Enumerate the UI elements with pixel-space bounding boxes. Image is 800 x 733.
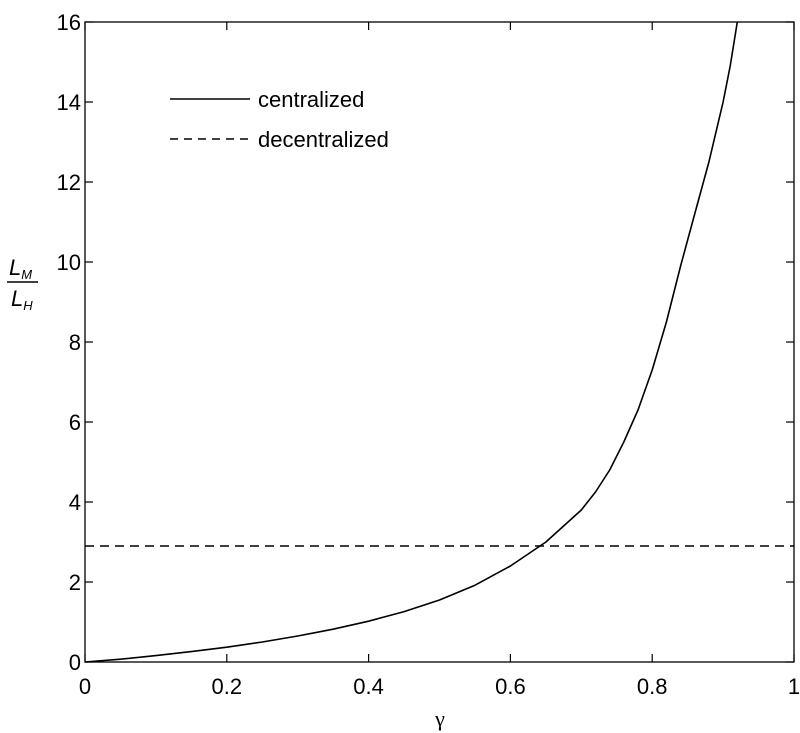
y-label-denominator-main: L — [11, 286, 23, 311]
plot-area — [84, 21, 795, 663]
legend-label-decentralized: decentralized — [258, 127, 389, 152]
y-tick-label: 4 — [69, 490, 81, 515]
y-tick-label: 0 — [69, 650, 81, 675]
series-centralized-line — [84, 21, 739, 663]
y-tick-label: 8 — [69, 330, 81, 355]
y-tick-label: 6 — [69, 410, 81, 435]
y-axis-ticks: 0 2 4 6 8 10 12 14 16 — [57, 10, 794, 675]
y-tick-label: 10 — [57, 250, 81, 275]
y-tick-label: 2 — [69, 570, 81, 595]
y-label-denominator: LH — [11, 286, 33, 313]
x-tick-label: 0.8 — [637, 674, 668, 699]
x-axis-label: γ — [434, 706, 445, 731]
x-tick-label: 0 — [79, 674, 91, 699]
y-label-numerator: LM — [9, 255, 32, 282]
x-tick-label: 0.4 — [353, 674, 384, 699]
y-axis-label: LM LH — [7, 255, 38, 313]
x-axis-ticks: 0 0.2 0.4 0.6 0.8 1 — [79, 22, 800, 699]
series-layer — [84, 21, 794, 663]
y-tick-label: 12 — [57, 170, 81, 195]
x-tick-label: 0.2 — [212, 674, 243, 699]
y-label-numerator-sub: M — [21, 267, 32, 282]
y-tick-label: 14 — [57, 90, 81, 115]
x-tick-label: 0.6 — [495, 674, 526, 699]
y-label-numerator-main: L — [9, 255, 21, 280]
x-tick-label: 1 — [788, 674, 800, 699]
y-label-denominator-sub: H — [23, 298, 33, 313]
legend: centralized decentralized — [170, 87, 389, 152]
y-tick-label: 16 — [57, 10, 81, 35]
legend-label-centralized: centralized — [258, 87, 364, 112]
